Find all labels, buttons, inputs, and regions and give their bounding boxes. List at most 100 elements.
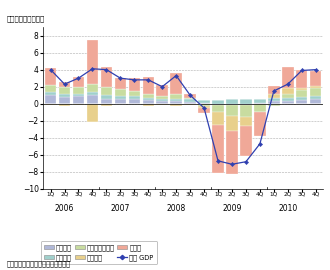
Bar (282, 67, 294, 88)
Bar (115, 96, 126, 99)
Bar (226, 99, 238, 104)
Bar (156, 101, 168, 104)
Bar (156, 99, 168, 101)
Bar (184, 98, 196, 99)
Bar (254, 112, 266, 136)
Bar (240, 126, 252, 156)
Bar (156, 104, 168, 106)
Bar (212, 104, 224, 106)
Bar (310, 86, 321, 87)
Bar (310, 96, 321, 99)
Bar (143, 98, 154, 100)
Bar (282, 101, 294, 104)
Bar (59, 94, 70, 97)
Bar (101, 104, 112, 106)
Bar (59, 97, 70, 104)
Bar (226, 116, 238, 131)
Bar (59, 82, 70, 87)
Bar (198, 104, 210, 106)
Bar (59, 87, 70, 94)
Bar (171, 104, 182, 106)
Bar (198, 100, 210, 103)
Bar (115, 89, 126, 96)
Bar (73, 93, 84, 96)
Text: 2010: 2010 (278, 204, 297, 213)
Bar (101, 95, 112, 99)
Bar (212, 125, 224, 173)
Bar (143, 77, 154, 94)
Bar (268, 98, 280, 101)
Text: 2009: 2009 (222, 204, 242, 213)
Bar (171, 101, 182, 104)
Bar (268, 104, 280, 106)
Bar (296, 100, 308, 104)
Bar (268, 101, 280, 104)
Text: 2008: 2008 (167, 204, 186, 213)
Bar (73, 87, 84, 93)
Bar (156, 96, 168, 99)
Bar (87, 92, 98, 95)
Bar (310, 99, 321, 104)
Bar (240, 99, 252, 104)
Bar (87, 84, 98, 92)
Bar (143, 100, 154, 104)
Bar (129, 91, 140, 96)
Bar (73, 96, 84, 104)
Bar (45, 68, 56, 85)
Bar (171, 99, 182, 101)
Text: （前年同期比、％）: （前年同期比、％） (7, 15, 45, 22)
Bar (45, 92, 56, 95)
Bar (156, 85, 168, 96)
Bar (282, 88, 294, 93)
Bar (45, 104, 56, 106)
Bar (101, 87, 112, 95)
Bar (171, 94, 182, 99)
Bar (171, 73, 182, 94)
Bar (198, 103, 210, 104)
Bar (87, 40, 98, 84)
Bar (226, 104, 238, 106)
Bar (282, 93, 294, 98)
Bar (184, 99, 196, 102)
Bar (254, 99, 266, 103)
Bar (73, 77, 84, 87)
Bar (45, 95, 56, 104)
Text: 2007: 2007 (111, 204, 130, 213)
Bar (115, 78, 126, 89)
Bar (296, 97, 308, 100)
Bar (310, 87, 321, 96)
Bar (296, 87, 308, 90)
Bar (226, 106, 238, 116)
Bar (129, 96, 140, 99)
Bar (282, 98, 294, 101)
Bar (198, 108, 210, 113)
Bar (212, 106, 224, 112)
Bar (254, 103, 266, 104)
Bar (310, 71, 321, 86)
Bar (254, 104, 266, 112)
Legend: 民間消費, 政府消費, 総固定資本形成, 在庫投資, 純輸出, 実質 GDP: 民間消費, 政府消費, 総固定資本形成, 在庫投資, 純輸出, 実質 GDP (41, 241, 157, 264)
Text: 資料：ドイツ連邦統計局から作成。: 資料：ドイツ連邦統計局から作成。 (7, 261, 71, 267)
Bar (226, 131, 238, 174)
Bar (115, 99, 126, 104)
Bar (212, 112, 224, 125)
Bar (101, 99, 112, 104)
Bar (129, 99, 140, 104)
Bar (296, 90, 308, 97)
Bar (87, 104, 98, 123)
Bar (198, 106, 210, 108)
Bar (184, 102, 196, 104)
Bar (268, 93, 280, 98)
Bar (87, 95, 98, 104)
Bar (59, 104, 70, 106)
Bar (212, 100, 224, 104)
Bar (184, 94, 196, 98)
Bar (101, 67, 112, 87)
Bar (240, 104, 252, 117)
Text: 2006: 2006 (55, 204, 74, 213)
Bar (143, 104, 154, 106)
Bar (268, 86, 280, 93)
Bar (143, 94, 154, 98)
Bar (296, 70, 308, 87)
Bar (45, 85, 56, 92)
